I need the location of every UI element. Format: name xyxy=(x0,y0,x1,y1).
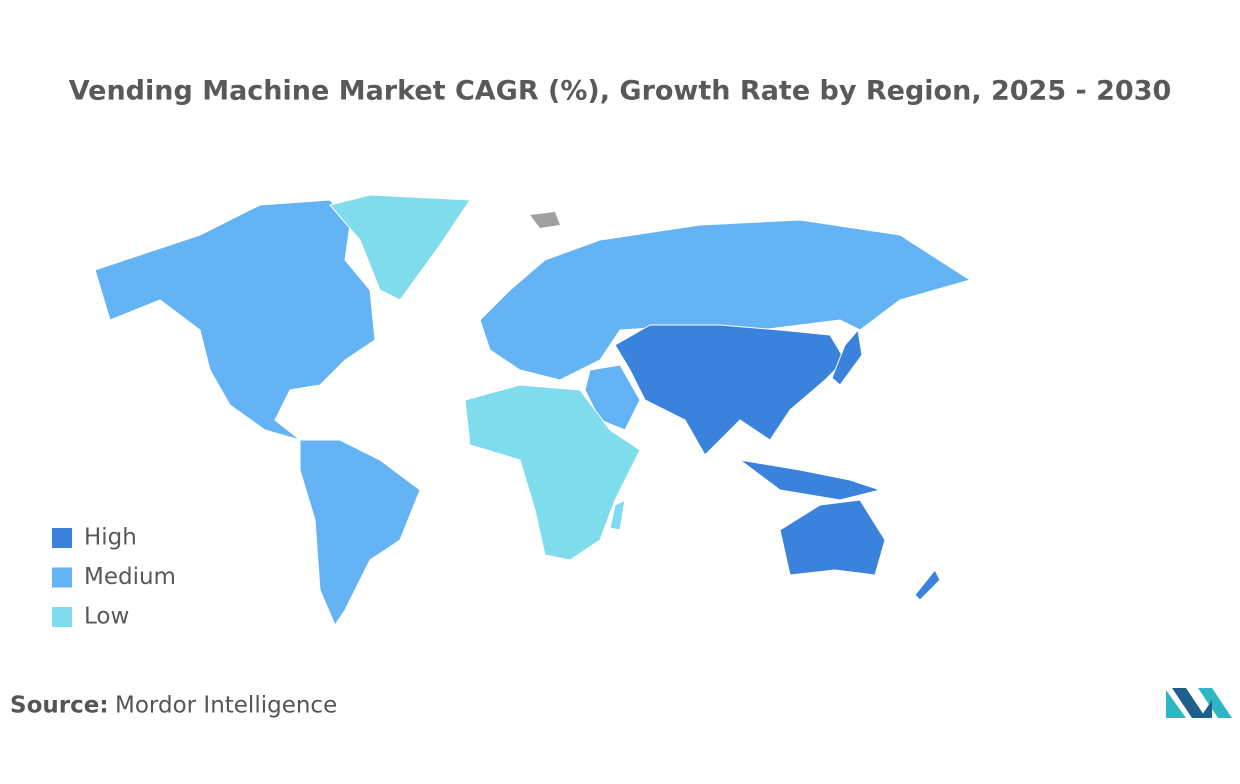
logo xyxy=(1166,688,1232,718)
japan xyxy=(831,328,863,386)
legend: High Medium Low xyxy=(52,525,176,630)
legend-label: Medium xyxy=(84,564,176,590)
europe-russia xyxy=(479,219,972,381)
legend-swatch xyxy=(52,607,72,627)
new-zealand xyxy=(914,569,941,601)
world-map xyxy=(94,194,972,627)
indonesia xyxy=(739,459,882,501)
svalbard xyxy=(530,212,560,228)
south-america xyxy=(299,439,421,627)
middle-east xyxy=(584,364,641,431)
africa xyxy=(464,384,641,561)
legend-swatch xyxy=(52,567,72,588)
madagascar xyxy=(609,499,626,531)
source: Mordor Intelligence xyxy=(115,693,337,719)
chart-title: Vending Machine Market CAGR (%), Growth … xyxy=(69,76,1172,107)
legend-swatch xyxy=(52,528,72,548)
north-america xyxy=(94,199,376,441)
greenland xyxy=(329,194,471,301)
legend-label: High xyxy=(84,525,137,551)
source-label: Source: xyxy=(10,693,109,719)
australia xyxy=(779,499,886,576)
legend-label: Low xyxy=(84,604,129,630)
asia xyxy=(614,324,846,456)
